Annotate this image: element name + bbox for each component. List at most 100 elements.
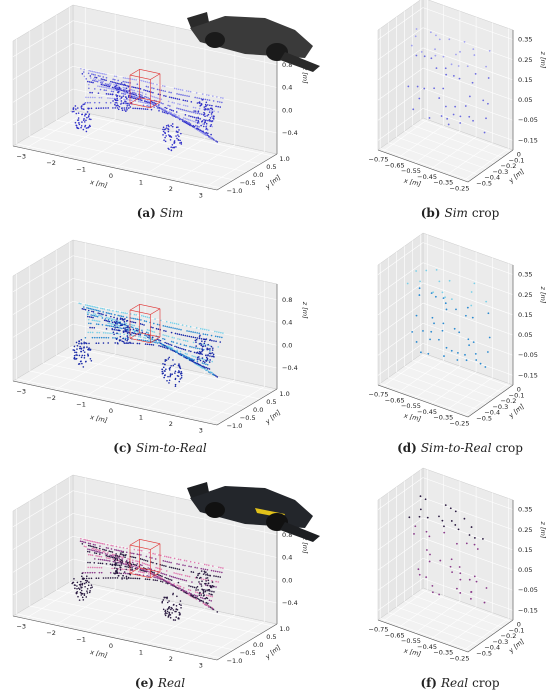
- point: [444, 504, 447, 507]
- point: [97, 309, 100, 312]
- point: [171, 125, 174, 128]
- point: [198, 600, 201, 602]
- point: [210, 345, 213, 348]
- caption-label: (d): [397, 441, 417, 455]
- point: [205, 127, 208, 130]
- point: [188, 124, 191, 126]
- point: [466, 65, 469, 68]
- point: [95, 554, 97, 557]
- point: [188, 95, 190, 98]
- point: [107, 552, 109, 554]
- x-tick-label: −3: [16, 388, 26, 396]
- point: [99, 310, 101, 312]
- point: [136, 560, 139, 563]
- point: [89, 101, 91, 104]
- caption-label: (c): [113, 441, 132, 455]
- point: [94, 544, 96, 546]
- point: [181, 347, 183, 350]
- point: [205, 571, 207, 573]
- point: [196, 347, 199, 350]
- point: [184, 334, 187, 337]
- point: [104, 553, 107, 555]
- point: [210, 334, 213, 337]
- point: [114, 321, 117, 324]
- point: [216, 335, 219, 338]
- point: [152, 579, 155, 581]
- point: [435, 34, 437, 37]
- point: [209, 371, 212, 373]
- point: [438, 38, 441, 41]
- point: [131, 89, 134, 91]
- point: [132, 86, 135, 89]
- point: [173, 585, 176, 587]
- crop-box: [129, 567, 140, 574]
- point: [82, 119, 85, 122]
- grid-line: [414, 130, 461, 164]
- point: [178, 129, 180, 131]
- point: [83, 117, 85, 120]
- point: [179, 103, 181, 106]
- point: [200, 97, 203, 100]
- point: [119, 559, 121, 561]
- point: [448, 38, 451, 41]
- point: [87, 550, 89, 553]
- y-tick-label: −1.0: [227, 422, 243, 430]
- point: [452, 74, 455, 77]
- point: [142, 108, 145, 110]
- point: [107, 332, 109, 334]
- point: [169, 616, 172, 619]
- point: [124, 102, 127, 105]
- point: [188, 359, 191, 361]
- point: [85, 96, 87, 99]
- point: [101, 72, 104, 75]
- point: [442, 87, 445, 90]
- grid-line: [404, 600, 495, 634]
- point: [197, 562, 200, 565]
- point: [117, 329, 120, 332]
- point: [419, 495, 422, 498]
- point: [464, 353, 466, 356]
- point: [100, 81, 102, 84]
- point: [94, 76, 96, 79]
- grid-line: [12, 513, 74, 550]
- point: [193, 586, 196, 589]
- x-axis-label: x [m]: [402, 176, 422, 188]
- point: [211, 360, 214, 363]
- point: [183, 121, 185, 123]
- point: [144, 315, 147, 318]
- point: [220, 566, 222, 569]
- point: [110, 554, 113, 557]
- point: [187, 90, 190, 93]
- point: [186, 353, 188, 355]
- point: [144, 569, 146, 572]
- point: [202, 123, 204, 125]
- point: [116, 318, 118, 321]
- point: [213, 110, 215, 113]
- point: [121, 560, 124, 562]
- point: [191, 116, 194, 118]
- point: [165, 320, 168, 323]
- point: [450, 558, 453, 561]
- point: [198, 347, 201, 350]
- point: [98, 331, 101, 334]
- point: [103, 559, 106, 561]
- grid-line: [412, 595, 503, 628]
- point: [219, 106, 222, 108]
- point: [180, 376, 183, 379]
- z-axis-label: z [m]: [301, 301, 309, 319]
- point: [124, 87, 126, 89]
- point: [179, 142, 181, 144]
- point: [162, 343, 164, 346]
- point: [114, 567, 116, 569]
- point: [113, 87, 115, 89]
- point: [136, 107, 139, 110]
- point: [167, 100, 170, 103]
- grid-line: [12, 43, 74, 80]
- point: [89, 96, 92, 99]
- point: [83, 103, 86, 105]
- point: [124, 328, 126, 330]
- point: [141, 329, 143, 332]
- point: [125, 324, 128, 327]
- point: [201, 131, 203, 134]
- point: [174, 372, 176, 374]
